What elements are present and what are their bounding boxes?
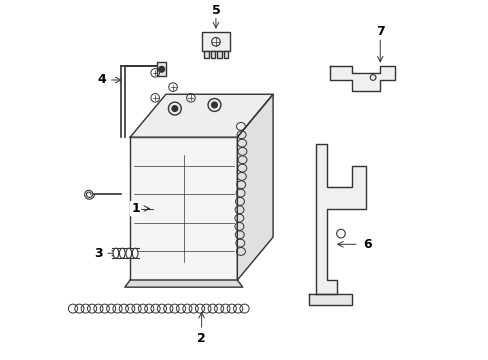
Circle shape bbox=[159, 66, 164, 72]
Circle shape bbox=[211, 102, 217, 108]
Bar bbox=[204, 51, 208, 58]
Polygon shape bbox=[329, 66, 394, 91]
Polygon shape bbox=[315, 144, 365, 294]
Circle shape bbox=[172, 106, 177, 111]
Polygon shape bbox=[237, 94, 272, 280]
Text: 3: 3 bbox=[94, 247, 102, 260]
Bar bbox=[157, 62, 165, 76]
Text: 2: 2 bbox=[197, 333, 205, 346]
Ellipse shape bbox=[113, 248, 119, 258]
Bar bbox=[130, 137, 237, 280]
Ellipse shape bbox=[132, 248, 138, 258]
Text: 1: 1 bbox=[131, 202, 140, 215]
Text: 7: 7 bbox=[375, 25, 384, 38]
Polygon shape bbox=[124, 280, 242, 287]
Polygon shape bbox=[308, 294, 351, 305]
Text: 4: 4 bbox=[97, 73, 106, 86]
Bar bbox=[224, 51, 227, 58]
Bar bbox=[201, 32, 230, 51]
Bar bbox=[210, 51, 215, 58]
Ellipse shape bbox=[119, 248, 125, 258]
Text: 5: 5 bbox=[211, 4, 220, 17]
Text: 6: 6 bbox=[363, 238, 371, 251]
Polygon shape bbox=[130, 94, 272, 137]
Ellipse shape bbox=[125, 248, 131, 258]
Bar bbox=[217, 51, 221, 58]
